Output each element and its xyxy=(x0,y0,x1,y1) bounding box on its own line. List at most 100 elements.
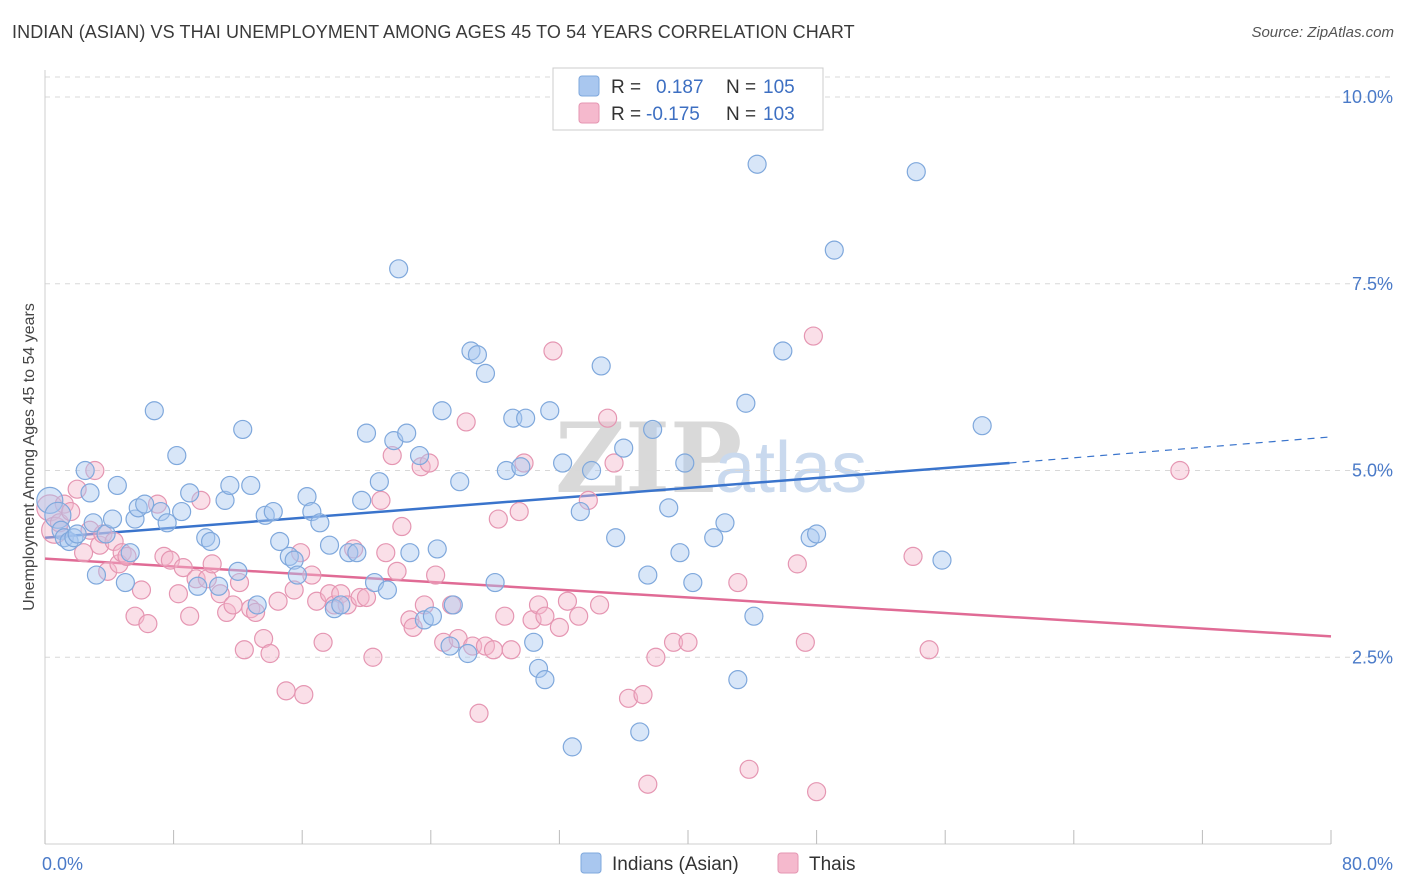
y-tick-label: 7.5% xyxy=(1352,274,1393,294)
thais-trend-line xyxy=(44,557,1332,638)
indians-point xyxy=(135,494,155,514)
indians-point xyxy=(562,737,582,757)
indians-point xyxy=(167,445,187,466)
thais-point xyxy=(618,688,639,708)
indians-point xyxy=(83,513,103,533)
indians-point xyxy=(591,356,611,376)
x-tick-label-max: 80.0% xyxy=(1342,854,1393,874)
watermark-atlas: atlas xyxy=(715,428,867,508)
thais-point xyxy=(180,606,200,626)
indians-point xyxy=(302,501,322,522)
indians-point xyxy=(736,393,756,413)
thais-point xyxy=(276,681,296,701)
indians-point xyxy=(86,565,107,585)
legend-n-label-1: N = xyxy=(726,77,756,98)
thais-point xyxy=(294,684,314,705)
indians-point xyxy=(172,501,192,522)
thais-point xyxy=(414,595,434,615)
indians-point xyxy=(443,595,463,615)
indians-trend-line xyxy=(44,461,1010,539)
indians-point xyxy=(64,528,84,548)
thais-point xyxy=(419,453,439,473)
thais-point xyxy=(210,584,230,604)
thais-point xyxy=(85,460,105,481)
thais-point xyxy=(202,554,222,574)
indians-point xyxy=(485,572,505,593)
thais-point xyxy=(543,341,563,361)
thais-point xyxy=(363,647,383,667)
indians-point xyxy=(319,535,340,555)
legend-n-value-1: 105 xyxy=(763,77,795,98)
thais-point xyxy=(117,546,137,567)
indians-point xyxy=(397,423,417,443)
thais-point xyxy=(795,632,815,652)
thais-point xyxy=(290,543,311,563)
indians-point xyxy=(906,162,926,182)
indians-point xyxy=(540,401,560,421)
indians-point xyxy=(675,453,695,473)
thais-point xyxy=(356,587,377,608)
y-tick-label: 5.0% xyxy=(1352,461,1393,481)
indians-point xyxy=(432,401,452,421)
indians-point xyxy=(427,539,447,559)
correlation-legend: R = 0.187 N = 105 R = -0.175 N = 103 xyxy=(552,67,824,131)
indians-point xyxy=(747,154,767,174)
chart-title: INDIAN (ASIAN) VS THAI UNEMPLOYMENT AMON… xyxy=(12,22,855,42)
indians-point xyxy=(80,483,100,503)
indians-point xyxy=(220,475,240,496)
indians-point xyxy=(200,531,221,552)
indians-point xyxy=(180,483,200,503)
indians-point xyxy=(347,543,367,563)
thais-point xyxy=(1170,460,1190,481)
thais-point xyxy=(919,640,939,660)
thais-point xyxy=(501,640,521,660)
indians-point xyxy=(704,528,724,548)
indians-point xyxy=(553,453,573,473)
indians-point xyxy=(157,513,177,533)
thais-point xyxy=(495,606,515,626)
indians-point xyxy=(450,472,470,492)
thais-point xyxy=(535,606,555,626)
indians-point xyxy=(458,643,478,664)
thais-point xyxy=(284,580,304,600)
thais-point xyxy=(787,554,807,574)
thais-point xyxy=(234,640,254,660)
indians-point xyxy=(107,475,127,496)
thais-point xyxy=(528,595,549,615)
indians-point xyxy=(75,460,95,481)
indians-point xyxy=(614,438,634,458)
indians-point xyxy=(728,670,748,690)
indians-point xyxy=(36,486,64,514)
thais-point xyxy=(350,587,370,608)
thais-point xyxy=(313,632,333,652)
thais-point xyxy=(138,614,158,634)
legend-swatch-thais xyxy=(578,102,600,124)
indians-point xyxy=(630,722,650,742)
thais-point xyxy=(678,632,698,652)
thais-point xyxy=(245,602,266,623)
indians-trend-extension xyxy=(1009,436,1332,464)
indians-point xyxy=(188,576,208,596)
indians-point xyxy=(144,401,164,421)
thais-point xyxy=(456,412,476,432)
thais-point xyxy=(217,602,237,623)
indians-point xyxy=(263,501,283,522)
thais-point xyxy=(168,584,189,604)
thais-point xyxy=(387,561,407,581)
indians-point xyxy=(352,490,372,510)
indians-point xyxy=(659,498,679,518)
trend-lines xyxy=(44,436,1332,638)
thais-point xyxy=(382,445,402,466)
thais-point xyxy=(557,591,578,611)
indians-point xyxy=(496,460,516,481)
series-legend-label-indians: Indians (Asian) xyxy=(612,854,739,875)
thais-point xyxy=(589,595,610,615)
indians-point xyxy=(369,472,389,492)
indians-point xyxy=(638,565,658,585)
thais-point xyxy=(806,782,827,802)
indians-point xyxy=(400,543,420,563)
thais-point xyxy=(483,640,504,660)
thais-point xyxy=(569,606,589,626)
thais-point xyxy=(73,543,94,563)
indians-point xyxy=(670,543,690,563)
